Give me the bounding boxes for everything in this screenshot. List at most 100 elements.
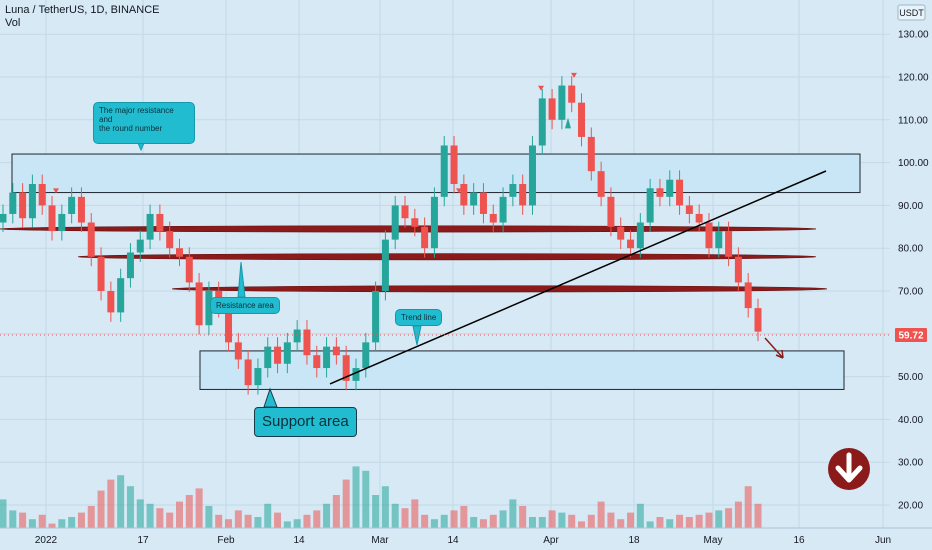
volume-bar bbox=[440, 514, 448, 528]
candle-body bbox=[568, 85, 576, 103]
candle-body bbox=[48, 205, 56, 232]
candle-body bbox=[646, 188, 654, 223]
sell-marker bbox=[538, 85, 544, 91]
volume-bar bbox=[323, 503, 331, 528]
volume-bar bbox=[627, 512, 635, 528]
volume-bar bbox=[38, 514, 46, 528]
candle-body bbox=[97, 256, 105, 291]
volume-bar bbox=[460, 506, 468, 528]
y-tick-label: 130.00 bbox=[898, 30, 929, 41]
x-tick-label: 18 bbox=[628, 535, 640, 546]
candle-body bbox=[479, 192, 487, 214]
volume-bar bbox=[519, 506, 527, 528]
buy-marker bbox=[565, 117, 571, 129]
callout-pointer bbox=[237, 261, 246, 298]
volume-bar bbox=[578, 521, 586, 528]
last-price-label: 59.72 bbox=[898, 330, 923, 341]
volume-bar bbox=[87, 506, 95, 528]
volume-bar bbox=[587, 514, 595, 528]
volume-bar bbox=[28, 519, 36, 528]
volume-bar bbox=[254, 517, 262, 528]
candle-body bbox=[117, 278, 125, 313]
volume-bar bbox=[430, 519, 438, 528]
volume-bar bbox=[313, 510, 321, 528]
volume-bar bbox=[303, 514, 311, 528]
volume-bar bbox=[9, 510, 17, 528]
x-tick-label: 14 bbox=[447, 535, 459, 546]
candle-body bbox=[156, 213, 164, 232]
volume-bar bbox=[685, 517, 693, 528]
major-resistance-line-3: the round number bbox=[99, 124, 163, 133]
volume-bar bbox=[68, 517, 76, 528]
y-tick-label: 120.00 bbox=[898, 73, 929, 84]
volume-bar bbox=[470, 517, 478, 528]
candle-body bbox=[205, 291, 213, 326]
x-tick-label: 17 bbox=[137, 535, 149, 546]
x-tick-label: Jun bbox=[875, 535, 891, 546]
candle-body bbox=[107, 291, 115, 313]
volume-bar bbox=[528, 517, 536, 528]
volume-bar bbox=[234, 510, 242, 528]
candle-body bbox=[264, 346, 272, 369]
candle-body bbox=[636, 222, 644, 249]
candle-body bbox=[332, 346, 340, 356]
candle-body bbox=[313, 355, 321, 369]
candle-body bbox=[754, 308, 762, 332]
zone-major-resistance bbox=[11, 153, 861, 194]
candle-body bbox=[421, 226, 429, 249]
volume-bar bbox=[617, 519, 625, 528]
volume-bar bbox=[695, 514, 703, 528]
volume-bar bbox=[509, 499, 517, 528]
y-tick-label: 110.00 bbox=[898, 115, 928, 126]
volume-bar bbox=[725, 508, 733, 528]
candle-body bbox=[519, 184, 527, 206]
trend-line-callout: Trend line bbox=[395, 309, 443, 326]
volume-bar bbox=[274, 512, 282, 528]
chart-header: Luna / TetherUS, 1D, BINANCE Vol bbox=[5, 4, 159, 30]
volume-bar bbox=[77, 512, 85, 528]
price-axis[interactable] bbox=[890, 0, 932, 550]
volume-bar bbox=[225, 519, 233, 528]
currency-box bbox=[897, 4, 926, 21]
y-tick-label: 50.00 bbox=[898, 372, 923, 383]
time-axis[interactable] bbox=[0, 528, 932, 550]
volume-bar bbox=[362, 470, 370, 528]
candle-body bbox=[225, 308, 233, 343]
volume-bar bbox=[656, 517, 664, 528]
volume-bar bbox=[450, 510, 458, 528]
y-tick-label: 90.00 bbox=[898, 201, 923, 212]
candle-body bbox=[430, 196, 438, 249]
candle-body bbox=[274, 346, 282, 364]
volume-bar bbox=[705, 512, 713, 528]
projection-arrow bbox=[764, 337, 784, 359]
volume-bar bbox=[293, 519, 301, 528]
sell-marker bbox=[456, 188, 462, 194]
y-tick-label: 30.00 bbox=[898, 458, 923, 469]
volume-bar bbox=[754, 503, 762, 528]
y-tick-label: 70.00 bbox=[898, 287, 923, 298]
candle-body bbox=[28, 184, 36, 219]
volume-bar bbox=[421, 514, 429, 528]
candle-body bbox=[725, 231, 733, 257]
volume-bar bbox=[499, 510, 507, 528]
arrow-down-glyph bbox=[835, 452, 863, 483]
chart-title[interactable]: Luna / TetherUS, 1D, BINANCE bbox=[5, 4, 160, 16]
volume-bar bbox=[146, 503, 154, 528]
volume-bar bbox=[264, 503, 272, 528]
candle-body bbox=[578, 102, 586, 137]
candle-body bbox=[362, 342, 370, 369]
candle-body bbox=[38, 184, 46, 206]
volume-bar bbox=[548, 510, 556, 528]
candle-body bbox=[705, 222, 713, 249]
candle-body bbox=[19, 192, 27, 219]
x-tick-label: 14 bbox=[293, 535, 305, 546]
candle-body bbox=[489, 213, 497, 223]
candle-body bbox=[9, 192, 17, 214]
volume-bar bbox=[185, 495, 193, 528]
volume-bar bbox=[175, 501, 183, 528]
volume-bar bbox=[607, 512, 615, 528]
candle-body bbox=[538, 98, 546, 146]
candle-body bbox=[460, 184, 468, 206]
candle-body bbox=[656, 188, 664, 197]
